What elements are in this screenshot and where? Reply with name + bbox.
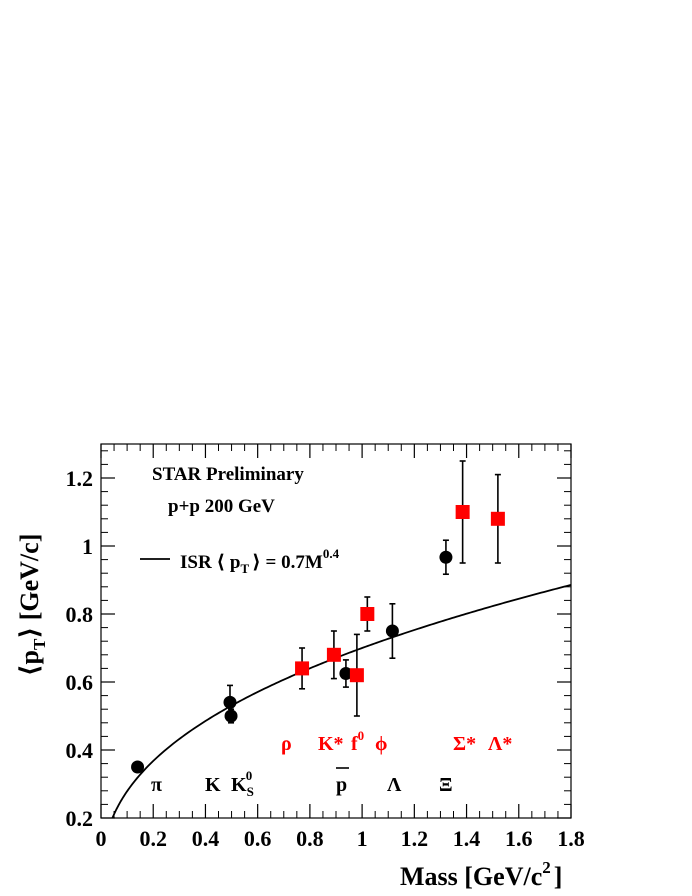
label-lambda: Λ (387, 774, 402, 796)
x-tick-labels: 0 0.2 0.4 0.6 0.8 1 1.2 1.4 1.6 1.8 (96, 826, 585, 851)
legend-label: ISR ⟨ pT ⟩ = 0.7M0.4 (180, 546, 340, 576)
x-axis-title-close: ] (554, 862, 563, 891)
legend-label-sub: T (240, 561, 249, 576)
x-tick-label: 0 (96, 826, 107, 851)
data-point-square (360, 607, 375, 621)
label-xi: Ξ (439, 774, 453, 796)
label-f0-base: f (351, 733, 358, 755)
data-point-circle (385, 624, 399, 638)
annotation-star-preliminary: STAR Preliminary (152, 464, 304, 485)
x-tick-label: 0.4 (192, 826, 220, 851)
label-rho: ρ (281, 733, 292, 755)
legend: ISR ⟨ pT ⟩ = 0.7M0.4 (140, 546, 340, 576)
data-point-square (349, 668, 364, 683)
label-kstar: K* (318, 733, 344, 755)
data-markers (131, 460, 505, 774)
y-tick-label: 0.8 (66, 602, 94, 627)
label-pi: π (151, 774, 162, 796)
label-sigma-star: Σ* (453, 733, 476, 755)
x-axis-title-main: Mass [GeV/c (400, 862, 542, 891)
label-lambda-star: Λ* (488, 733, 512, 755)
label-k0s-base: K (231, 774, 247, 796)
label-k0s: KS0 (231, 768, 254, 799)
x-tick-label: 1.4 (453, 826, 481, 851)
x-tick-label: 0.2 (139, 826, 167, 851)
data-point-circle (339, 667, 353, 680)
data-point-square (490, 511, 505, 526)
data-point-square (295, 661, 310, 676)
label-antiproton: p (336, 774, 347, 796)
x-axis-title-sup: 2 (542, 858, 551, 877)
y-tick-labels: 0.2 0.4 0.6 0.8 1 1.2 (66, 466, 94, 831)
label-phi: ϕ (375, 733, 387, 755)
x-tick-label: 0.6 (244, 826, 272, 851)
data-point-circle (224, 709, 238, 723)
data-point-square (326, 647, 341, 662)
y-tick-label: 0.4 (66, 738, 94, 763)
legend-label-mid: ⟩ = 0.7M (252, 552, 323, 573)
label-f0-sup: 0 (358, 728, 365, 743)
x-axis-title: Mass [GeV/c2] (400, 858, 562, 891)
label-k0s-sup: 0 (246, 768, 253, 783)
legend-label-sup: 0.4 (323, 546, 340, 561)
y-tick-label: 1.2 (66, 466, 94, 491)
y-axis-title-langle: ⟨ (15, 664, 44, 676)
data-point-circle (223, 695, 237, 709)
x-tick-label: 1.2 (401, 826, 429, 851)
data-point-circle (131, 760, 145, 774)
x-tick-label: 1 (357, 826, 368, 851)
annotation-collision: p+p 200 GeV (168, 496, 275, 517)
y-axis-title-sub: T (30, 638, 49, 650)
isr-fit-curve (111, 584, 572, 819)
x-tick-label: 1.8 (557, 826, 585, 851)
y-axis-title: ⟨pT⟩ [GeV/c] (15, 534, 49, 677)
y-axis-title-p: p (15, 650, 44, 664)
y-axis-title-unit: [GeV/c] (15, 534, 44, 627)
y-tick-label: 0.2 (66, 806, 94, 831)
x-tick-label: 1.6 (505, 826, 533, 851)
particle-labels-stable: π K KS0 p Λ Ξ (151, 767, 453, 799)
particle-labels-resonances: ρ K* f0 ϕ Σ* Λ* (281, 728, 512, 755)
y-tick-label: 0.6 (66, 670, 94, 695)
label-kaon: K (205, 774, 221, 796)
x-tick-label: 0.8 (296, 826, 324, 851)
label-f0: f0 (351, 728, 364, 755)
label-k0s-sub: S (247, 784, 254, 799)
data-point-square (455, 505, 470, 519)
data-point-circle (439, 550, 453, 564)
y-tick-label: 1 (82, 534, 93, 559)
axis-ticks (100, 444, 572, 819)
y-axis-title-rangle: ⟩ (15, 627, 44, 639)
legend-label-pre: ISR ⟨ p (180, 552, 240, 573)
